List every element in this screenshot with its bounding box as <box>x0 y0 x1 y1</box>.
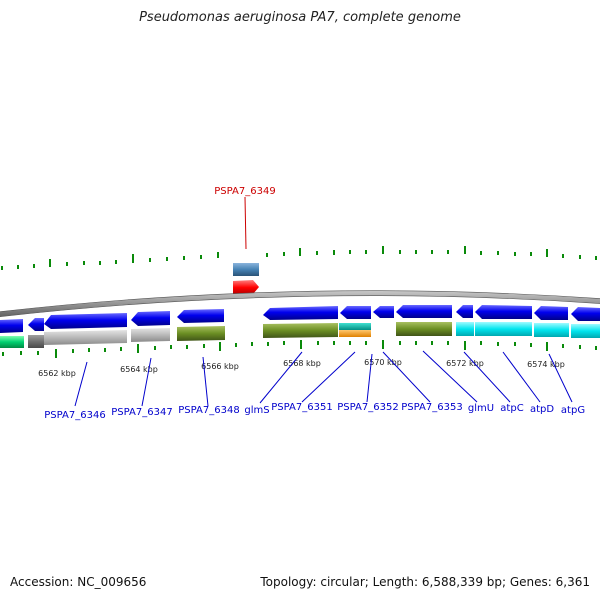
gene-labels: PSPA7_6346 PSPA7_6347 PSPA7_6348 glmS PS… <box>44 402 585 421</box>
gene-label-atpg[interactable]: atpG <box>561 405 585 416</box>
feature-block[interactable] <box>475 322 532 336</box>
gene-arrow[interactable] <box>0 319 23 333</box>
gene-arrow-pspa7-6351[interactable] <box>340 306 371 319</box>
feature-block[interactable] <box>456 322 474 336</box>
gene-leader-lines <box>74 350 573 407</box>
gene-arrow-pspa7-6347[interactable] <box>131 311 170 326</box>
highlight-gene-arrow[interactable] <box>233 280 259 295</box>
gene-label-pspa7-6352[interactable]: PSPA7_6352 <box>337 402 398 413</box>
gene-arrow-glmu[interactable] <box>456 305 473 318</box>
highlight-gene-marker[interactable] <box>233 196 259 295</box>
feature-block[interactable] <box>0 336 24 348</box>
gc-track-lower <box>2 340 597 358</box>
gene-arrow-pspa7-6353[interactable] <box>396 305 452 318</box>
accession-label: Accession: NC_009656 <box>10 575 147 589</box>
gene-arrow-pspa7-6352[interactable] <box>373 306 394 318</box>
gc-track-upper <box>1 246 597 270</box>
gene-label-pspa7-6346[interactable]: PSPA7_6346 <box>44 410 105 421</box>
ruler-label: 6568 kbp <box>283 359 321 368</box>
feature-block[interactable] <box>177 326 225 341</box>
feature-row-lower <box>0 322 600 348</box>
steel-feature[interactable] <box>233 263 259 276</box>
ruler-label: 6566 kbp <box>201 362 239 371</box>
feature-block[interactable] <box>44 330 127 345</box>
gene-label-pspa7-6351[interactable]: PSPA7_6351 <box>271 402 332 413</box>
feature-block[interactable] <box>396 322 452 336</box>
feature-block[interactable] <box>131 328 170 342</box>
feature-block[interactable] <box>571 324 600 338</box>
ruler-label: 6564 kbp <box>120 365 158 374</box>
genome-title: Pseudomonas aeruginosa PA7, complete gen… <box>139 10 461 25</box>
gene-label-pspa7-6353[interactable]: PSPA7_6353 <box>401 402 462 413</box>
genome-info-label: Topology: circular; Length: 6,588,339 bp… <box>260 575 590 589</box>
feature-block[interactable] <box>263 323 338 338</box>
gene-label-glms[interactable]: glmS <box>244 405 269 416</box>
feature-block[interactable] <box>339 323 371 330</box>
gene-arrow-atpc[interactable] <box>475 305 532 319</box>
ruler-label: 6570 kbp <box>364 358 402 367</box>
ruler-labels: 6562 kbp 6564 kbp 6566 kbp 6568 kbp 6570… <box>38 358 565 378</box>
gene-label-pspa7-6347[interactable]: PSPA7_6347 <box>111 407 172 418</box>
gene-arrow-atpg[interactable] <box>571 307 600 321</box>
ruler-label: 6572 kbp <box>446 359 484 368</box>
gene-arrow-pspa7-6346[interactable] <box>44 313 127 329</box>
highlight-leader-line <box>244 196 247 250</box>
gene-label-glmu[interactable]: glmU <box>468 403 494 414</box>
highlight-gene-label[interactable]: PSPA7_6349 <box>214 186 275 197</box>
genome-backbone <box>0 290 600 318</box>
gene-row-upper <box>0 305 600 333</box>
gene-label-atpd[interactable]: atpD <box>530 404 554 415</box>
gene-arrow-pspa7-6348[interactable] <box>177 309 224 323</box>
gene-arrow-atpd[interactable] <box>534 306 568 320</box>
feature-block[interactable] <box>339 330 371 337</box>
gene-arrow[interactable] <box>28 318 44 331</box>
feature-block[interactable] <box>28 335 44 348</box>
gene-label-pspa7-6348[interactable]: PSPA7_6348 <box>178 405 239 416</box>
ruler-label: 6562 kbp <box>38 369 76 378</box>
ruler-label: 6574 kbp <box>527 360 565 369</box>
gene-label-atpc[interactable]: atpC <box>500 403 523 414</box>
gene-arrow-glms[interactable] <box>263 306 338 320</box>
feature-block[interactable] <box>534 323 569 337</box>
